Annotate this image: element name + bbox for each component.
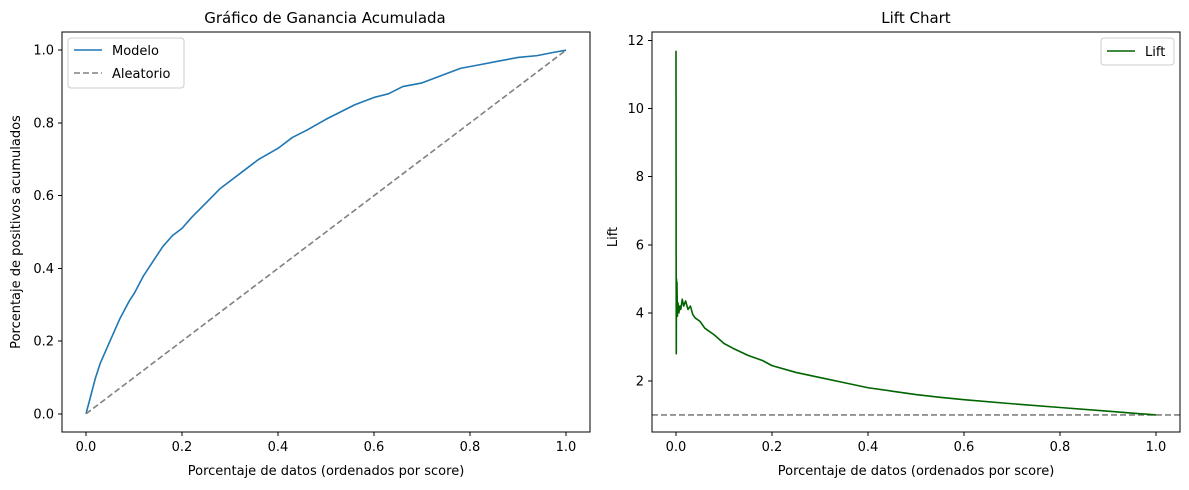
legend-label-lift: Lift — [1145, 45, 1165, 60]
gain-chart-x-ticks: 0.0 0.2 0.4 0.6 0.8 1.0 — [76, 432, 577, 455]
lift-chart-plot-area — [652, 50, 1180, 416]
y-tick-label: 12 — [627, 34, 644, 49]
lift-chart-x-ticks: 0.0 0.2 0.4 0.6 0.8 1.0 — [666, 432, 1167, 455]
y-tick-label: 2 — [636, 374, 644, 389]
lift-chart-legend-box — [1100, 37, 1175, 66]
y-tick-label: 1.0 — [33, 44, 54, 59]
series-line-modelo — [85, 49, 567, 415]
gain-chart-x-label: Porcentaje de datos (ordenados por score… — [188, 464, 465, 479]
y-tick-label: 8 — [636, 170, 644, 185]
x-tick-label: 0.8 — [460, 440, 481, 455]
x-tick-label: 0.4 — [858, 440, 879, 455]
x-tick-label: 0.6 — [954, 440, 975, 455]
y-tick-label: 0.6 — [33, 189, 54, 204]
x-tick-label: 1.0 — [556, 440, 577, 455]
y-tick-label: 4 — [636, 306, 644, 321]
lift-chart-title: Lift Chart — [881, 9, 951, 27]
lift-chart-x-label: Porcentaje de datos (ordenados por score… — [778, 464, 1055, 479]
gain-chart: Gráfico de Ganancia Acumulada 0.0 0.2 0.4 0… — [9, 9, 591, 479]
y-tick-label: 0.0 — [33, 407, 54, 422]
y-tick-label: 6 — [636, 238, 644, 253]
x-tick-label: 0.8 — [1050, 440, 1071, 455]
legend-label-modelo: Modelo — [112, 44, 159, 59]
y-tick-label: 0.8 — [33, 116, 54, 131]
lift-chart-legend: Lift — [1100, 37, 1175, 66]
x-tick-label: 0.0 — [666, 440, 687, 455]
y-tick-label: 0.2 — [33, 335, 54, 350]
y-tick-label: 0.4 — [33, 262, 54, 277]
gain-chart-axes-frame — [61, 31, 591, 433]
x-tick-label: 0.4 — [268, 440, 289, 455]
lift-chart-y-label: Lift — [606, 227, 621, 247]
x-tick-label: 0.0 — [76, 440, 97, 455]
lift-chart-series — [652, 50, 1180, 416]
lift-chart-y-ticks: 2 4 6 8 10 12 — [627, 34, 652, 389]
x-tick-label: 0.6 — [364, 440, 385, 455]
gain-chart-plot-area — [85, 49, 567, 415]
lift-chart: Lift Chart 0.0 0.2 0.4 0.6 0.8 1.0 2 4 6 8 10 12 P… — [606, 9, 1181, 479]
series-line-aleatorio — [85, 49, 567, 415]
gain-chart-legend: Modelo Aleatorio — [67, 37, 185, 89]
gain-chart-series — [85, 49, 567, 415]
x-tick-label: 0.2 — [762, 440, 783, 455]
legend-label-aleatorio: Aleatorio — [112, 67, 170, 82]
gain-chart-title: Gráfico de Ganancia Acumulada — [204, 9, 445, 27]
series-line-lift — [675, 50, 1157, 416]
x-tick-label: 0.2 — [172, 440, 193, 455]
y-tick-label: 10 — [627, 102, 644, 117]
gain-chart-y-ticks: 0.0 0.2 0.4 0.6 0.8 1.0 — [33, 44, 62, 422]
lift-chart-axes-frame — [651, 31, 1181, 433]
x-tick-label: 1.0 — [1146, 440, 1167, 455]
gain-chart-y-label: Porcentaje de positivos acumulados — [9, 115, 24, 349]
